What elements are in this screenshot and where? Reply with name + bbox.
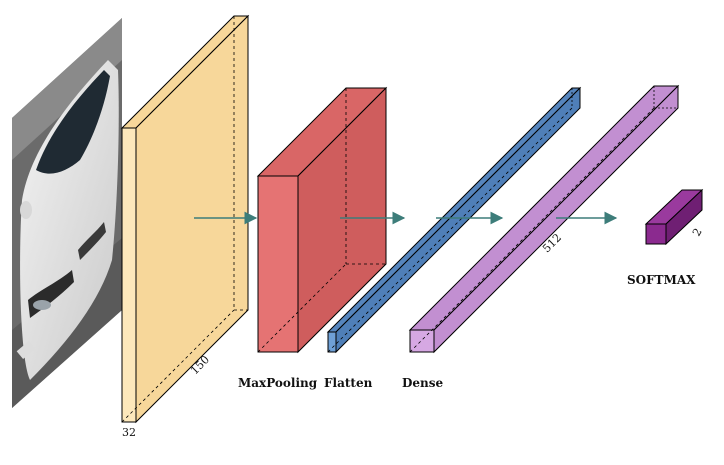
- softmax-label: SOFTMAX: [627, 273, 696, 287]
- dense-layer-block: [408, 84, 680, 354]
- conv-layer-block: [120, 14, 250, 424]
- flatten-layer-block: [326, 86, 582, 354]
- conv-depth-label: 32: [122, 426, 136, 439]
- input-car-image: [12, 18, 122, 408]
- maxpool-label: MaxPooling: [238, 376, 318, 390]
- maxpool-layer-block: [256, 86, 388, 354]
- dense-label: Dense: [402, 376, 444, 390]
- flatten-label: Flatten: [324, 376, 373, 390]
- softmax-layer-block: [644, 188, 704, 246]
